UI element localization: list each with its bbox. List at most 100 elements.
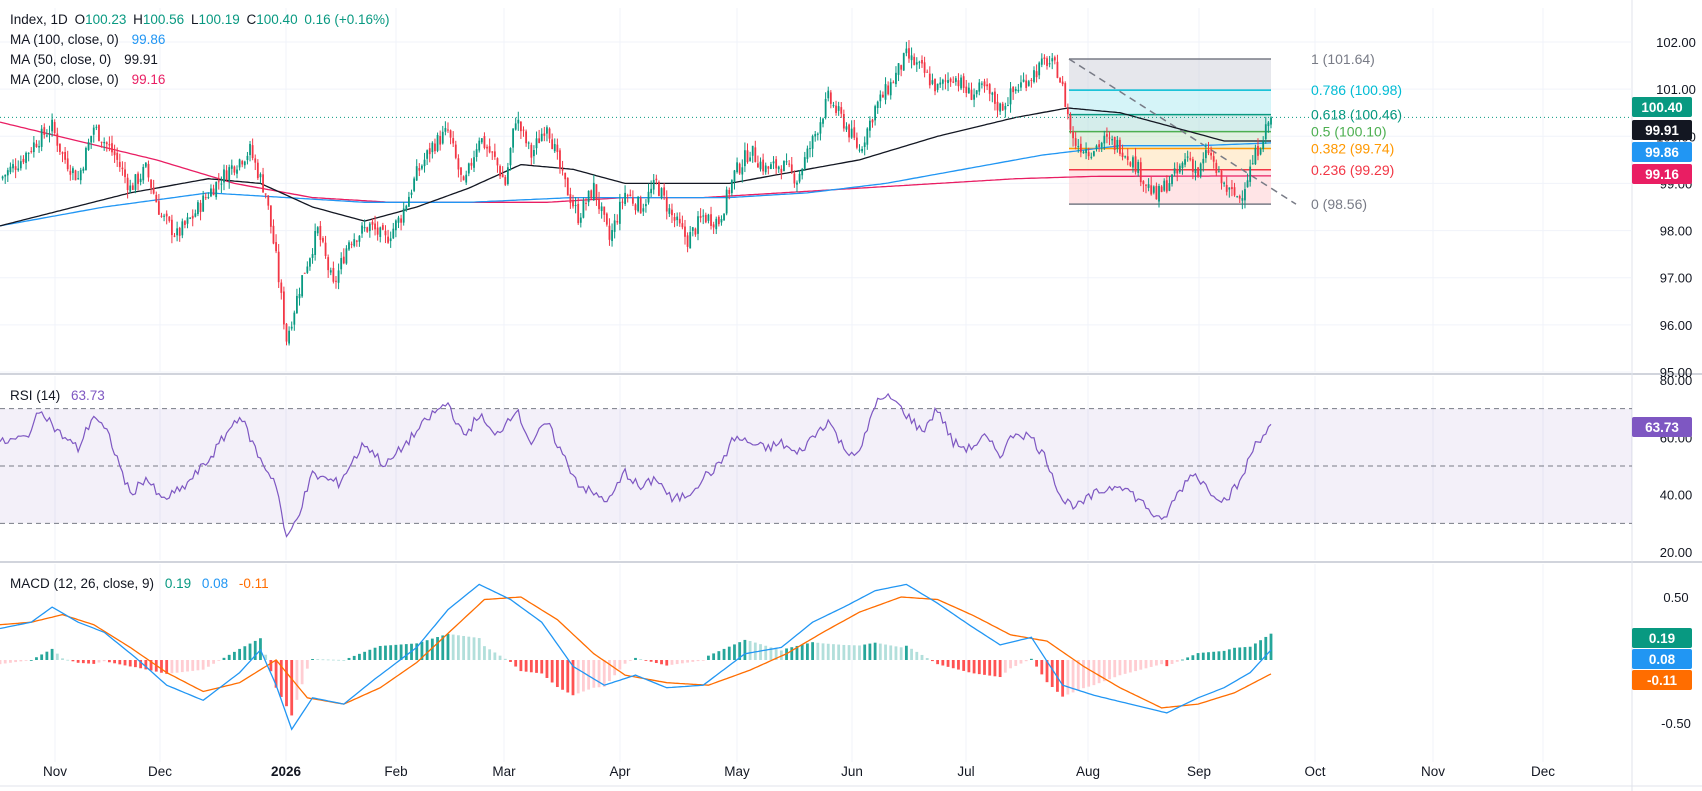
candle-body (809, 148, 811, 150)
candle-body (913, 56, 916, 65)
macd-histogram-bar (1207, 652, 1210, 660)
price-axes[interactable]: 102.00101.00100.0099.0098.0097.0096.0095… (1632, 35, 1696, 731)
macd-histogram-bar (727, 646, 731, 660)
ma50-legend[interactable]: MA (50, close, 0) 99.91 (10, 50, 393, 70)
open-label: O (74, 12, 86, 27)
candle-body (259, 174, 262, 178)
candle-body (316, 227, 319, 234)
candle-body (629, 194, 632, 196)
candle-body (605, 213, 608, 225)
macd-histogram-bar (264, 654, 268, 660)
macd-histogram-bar (1139, 660, 1143, 670)
candle-body (116, 152, 119, 160)
macd-histogram-bar (852, 645, 856, 660)
macd-macd-tag-label: 0.19 (1649, 631, 1675, 646)
candle-body (996, 101, 999, 111)
ma100-line (0, 142, 1272, 227)
time-tick-label: Jun (841, 764, 863, 779)
macd-histogram-bar (686, 660, 689, 663)
candle-body (371, 221, 374, 225)
candle-body (1220, 170, 1223, 184)
macd-histogram-bar (378, 645, 382, 660)
macd-histogram-bar (342, 660, 346, 661)
rsi-price-tag (1632, 417, 1692, 437)
last-close-price-tag (1632, 97, 1692, 117)
ma100-price-tag-label: 99.86 (1645, 145, 1679, 160)
macd-histogram-bar (680, 660, 684, 664)
candle-body (1184, 159, 1186, 165)
candle-body (483, 136, 486, 148)
macd-histogram-bar (420, 641, 424, 660)
macd-histogram-bar (847, 645, 851, 660)
candle-body (1087, 151, 1090, 157)
macd-histogram-bar (1128, 660, 1132, 673)
macd-histogram-bar (764, 645, 768, 660)
macd-histogram-bar (66, 659, 70, 661)
candle-body (579, 217, 582, 223)
macd-histogram-bar (9, 660, 12, 663)
candle-body (105, 142, 108, 145)
candle-body (324, 242, 327, 256)
candle-body (621, 201, 624, 203)
ma50-price-tag (1632, 120, 1692, 140)
candle-body (306, 266, 309, 273)
candle-body (361, 225, 363, 234)
candle-body (32, 142, 35, 153)
macd-histogram-bar (691, 660, 695, 662)
macd-histogram-bar (899, 647, 903, 660)
candle-body (1126, 156, 1129, 160)
rsi-legend[interactable]: RSI (14) 63.73 (10, 386, 108, 406)
macd-histogram-bar (503, 658, 507, 660)
candle-body (1163, 180, 1166, 191)
candle-body (954, 78, 957, 82)
macd-histogram-bar (576, 660, 580, 694)
candle-body (1264, 124, 1267, 140)
macd-histogram-bar (1227, 649, 1231, 660)
symbol-label[interactable]: Index, 1D (10, 12, 68, 27)
close-label: C (246, 12, 257, 27)
macd-histogram-bar (894, 646, 898, 660)
candle-body (79, 170, 82, 181)
macd-histogram-bar (743, 639, 747, 660)
close-value: 100.40 (256, 12, 298, 27)
candle-body (230, 165, 233, 169)
candle-body (816, 133, 819, 135)
candle-body (814, 134, 817, 137)
candle-body (168, 216, 171, 221)
candle-body (1132, 157, 1134, 168)
candle-body (363, 227, 366, 229)
ma200-legend[interactable]: MA (200, close, 0) 99.16 (10, 70, 393, 90)
fib-trend-line[interactable] (1068, 58, 1297, 205)
macd-histogram-bar (915, 651, 919, 660)
macd-histogram-bar (1014, 660, 1018, 666)
ma100-legend[interactable]: MA (100, close, 0) 99.86 (10, 30, 393, 50)
candle-body (848, 124, 850, 138)
candle-body (835, 105, 837, 113)
fib-level-label: 0.618 (100.46) (1311, 107, 1402, 123)
macd-legend[interactable]: MACD (12, 26, close, 9) 0.19 0.08 -0.11 (10, 574, 272, 594)
candle-body (327, 257, 330, 271)
candle-body (342, 256, 345, 264)
fib-zone (1069, 114, 1271, 132)
candle-body (1249, 166, 1252, 182)
macd-histogram-bar (180, 660, 184, 673)
macd-histogram-bar (14, 660, 18, 663)
candle-body (973, 94, 975, 100)
candle-body (876, 101, 879, 109)
candle-body (590, 190, 593, 199)
candle-body (540, 133, 543, 142)
candle-body (144, 162, 147, 167)
time-axis[interactable]: Nov Dec 2026 Feb Mar Apr May Jun Jul Aug Sep Oct Nov… (43, 764, 1555, 779)
price-tick-label: 102.00 (1656, 35, 1696, 50)
macd-histogram-bar (253, 640, 257, 660)
macd-histogram-bar (1029, 658, 1033, 660)
candle-body (585, 202, 587, 204)
candle-body (522, 129, 525, 131)
candle-body (100, 141, 103, 143)
candle-body (1218, 171, 1220, 173)
macd-histogram-bar (1253, 643, 1257, 660)
candle-body (1051, 58, 1054, 62)
candle-body (1074, 138, 1077, 146)
candle-body (113, 151, 116, 156)
candle-body (14, 166, 17, 170)
